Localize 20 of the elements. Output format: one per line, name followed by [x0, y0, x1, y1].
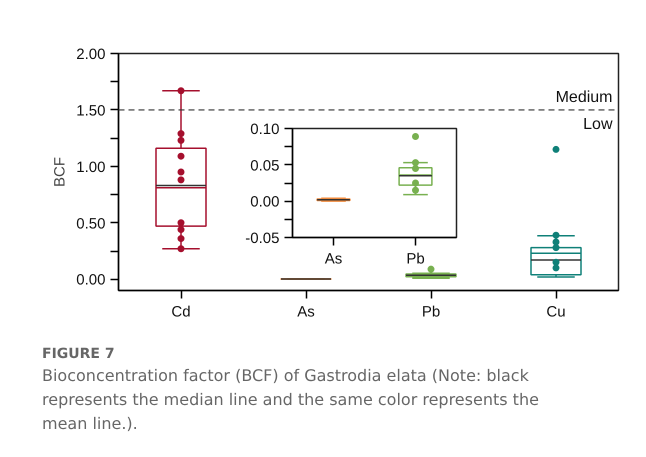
y-tick-label: 0.05	[250, 157, 280, 174]
x-tick-label: Cu	[546, 304, 566, 320]
x-tick-label: As	[324, 250, 342, 268]
caption: FIGURE 7	[42, 345, 116, 364]
y-tick-label: 2.00	[76, 46, 106, 63]
y-tick-label: 0.00	[76, 272, 106, 289]
annotation: Low	[583, 116, 613, 133]
x-tick-label: Cd	[171, 304, 191, 320]
y-tick-label: 1.00	[76, 158, 106, 176]
y-tick-label: 0.50	[76, 215, 106, 232]
x-tick-label: Pb	[406, 250, 425, 268]
y-tick-label: 0.00	[250, 194, 280, 211]
y-tick-label: 0.10	[250, 121, 280, 138]
annotation: Medium	[556, 88, 612, 106]
y-axis-title: BCF	[51, 157, 68, 187]
x-tick-label: Pb	[422, 304, 440, 320]
y-tick-label: 1.50	[76, 102, 106, 120]
y-tick-label: -0.05	[245, 230, 280, 247]
x-tick-label: As	[297, 304, 315, 320]
text: Bioconcentration factor (BCF) of Gastrodia elata (Note: black represents the median line and the same color represents the mean line.).	[42, 365, 540, 435]
